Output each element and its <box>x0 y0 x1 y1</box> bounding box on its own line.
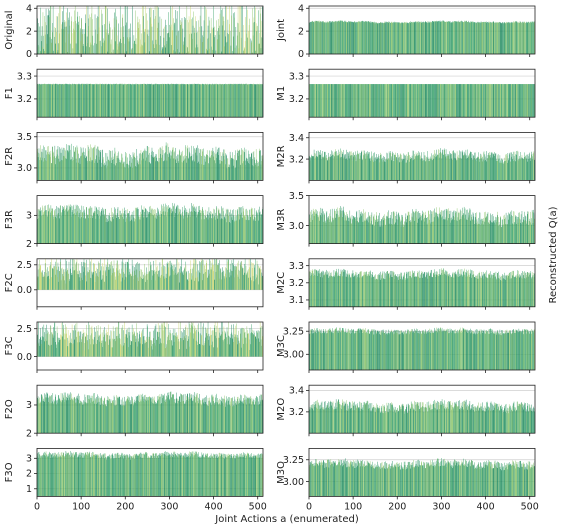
y-tick-label: 3.0 <box>17 163 32 174</box>
y-tick-label: 2 <box>298 26 304 37</box>
bars <box>309 84 535 118</box>
plot-frame <box>36 5 264 55</box>
bars <box>309 148 535 181</box>
y-tick-label: 3.4 <box>289 133 304 144</box>
bars <box>37 202 263 244</box>
bars <box>37 142 263 181</box>
bars <box>37 258 263 290</box>
y-tick-label: 3 <box>26 211 32 222</box>
y-tick-label: 3.3 <box>17 71 32 82</box>
plot-frame <box>308 195 536 245</box>
panel-f3r: 2 3 F3R <box>4 195 264 250</box>
y-tick-label: 0.0 <box>17 285 32 296</box>
y-tick-label: 2 <box>26 239 32 250</box>
panel-f1: 3.2 3.3F1 <box>4 68 264 121</box>
y-tick-label: 0 <box>298 49 304 60</box>
y-tick-label: 3.2 <box>289 154 304 165</box>
panel-label: Original <box>4 10 15 49</box>
bars <box>309 20 535 54</box>
plot-frame <box>36 195 264 245</box>
bars <box>309 268 535 307</box>
plot-frame <box>308 131 536 181</box>
y-tick-label: 3.2 <box>289 94 304 105</box>
y-tick-label: 0 <box>26 49 32 60</box>
plot-frame <box>36 131 264 181</box>
plot-frame <box>308 68 536 118</box>
panel-label: F3R <box>4 210 15 229</box>
y-tick-label: 3.5 <box>289 191 304 202</box>
plot-frame <box>36 68 264 118</box>
panel-label: M1 <box>276 86 287 101</box>
plot-frame <box>36 258 264 308</box>
panel-m1: 3.2 3.3M1 <box>276 68 536 121</box>
y-tick-label: 3.5 <box>17 132 32 143</box>
y-tick-label: 2.5 <box>17 260 32 271</box>
panels: 024Original024Joint3.23.3F13.23.3M13.03.… <box>4 3 536 500</box>
panel-original: 0 2 4 Original <box>4 3 264 60</box>
panel-label: M3R <box>276 209 287 231</box>
panel-label: Joint <box>276 19 287 42</box>
panel-label: F1 <box>4 87 15 99</box>
y-tick-label: 3.0 <box>289 221 304 232</box>
panel-label: F2R <box>4 147 15 166</box>
bars <box>37 6 263 54</box>
y-tick-label: 3.3 <box>289 71 304 82</box>
y-tick-label: 4 <box>26 3 32 14</box>
panel-joint: 0 2 4 Joint <box>276 3 536 60</box>
bars <box>37 83 263 118</box>
bars <box>309 206 535 244</box>
plot-frame <box>308 5 536 55</box>
y-tick-label: 4 <box>298 3 304 14</box>
panel-label: F2C <box>4 273 15 292</box>
y-tick-label: 3.2 <box>17 94 32 105</box>
panel-label: M2R <box>276 145 287 167</box>
y-tick-label: 2 <box>26 26 32 37</box>
